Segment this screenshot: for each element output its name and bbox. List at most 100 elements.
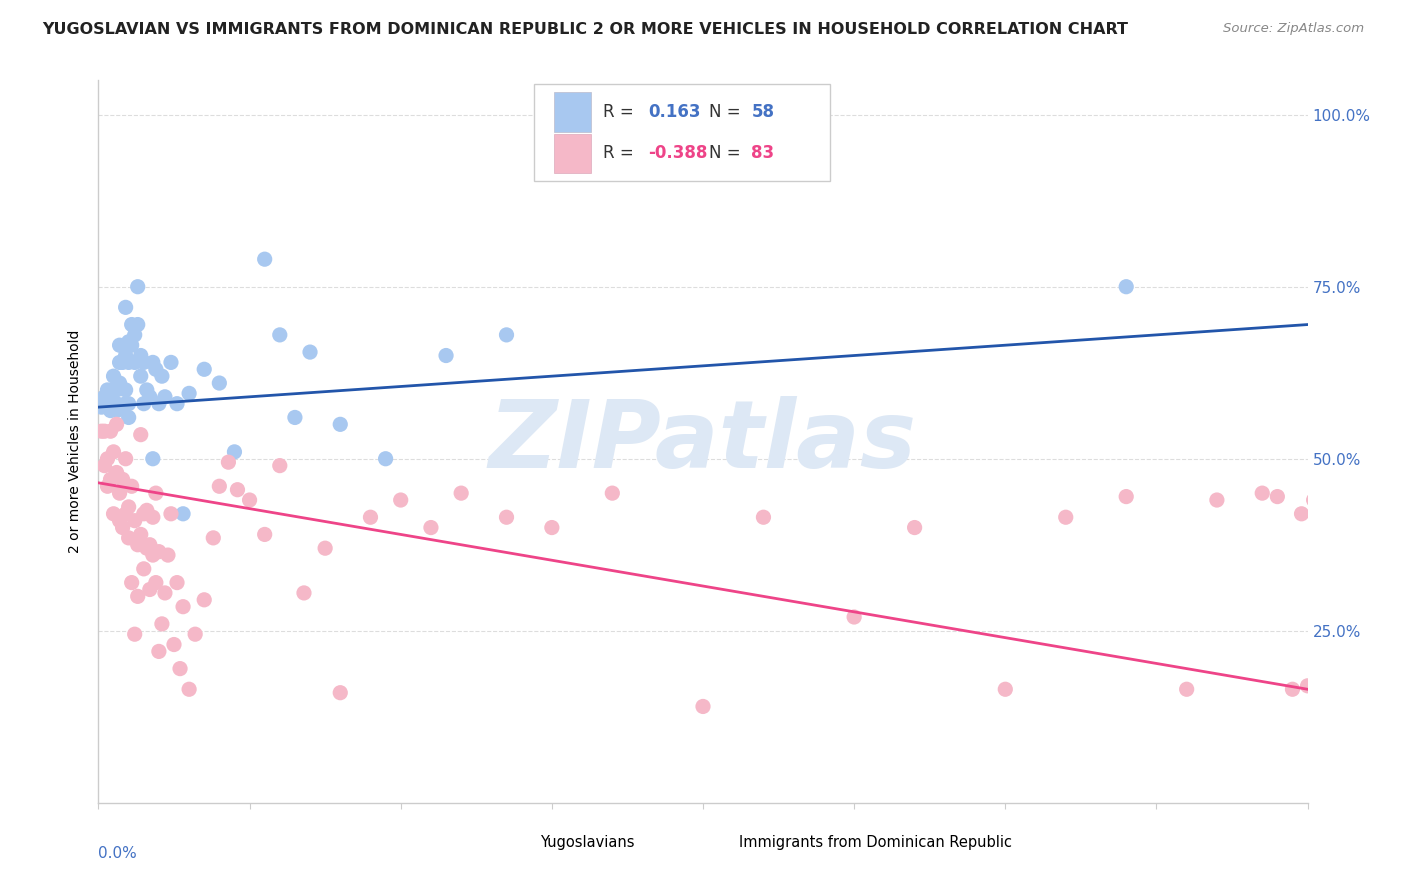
Point (269, 327, 291, 342)
Text: Immigrants from Dominican Republic: Immigrants from Dominican Republic (740, 835, 1012, 850)
Point (495, 510, 517, 524)
Text: R =: R = (603, 145, 633, 162)
Point (284, 410, 307, 425)
Point (217, 455, 239, 469)
Point (108, 338, 131, 352)
Point (135, 503, 157, 517)
Point (150, 616, 173, 631)
Point (103, 397, 125, 411)
Text: R =: R = (603, 103, 633, 121)
Point (111, 472, 134, 486)
Point (108, 514, 131, 528)
Point (111, 400, 134, 414)
Bar (554, 92, 591, 132)
Point (108, 486, 131, 500)
Text: 83: 83 (751, 145, 775, 162)
FancyBboxPatch shape (534, 84, 830, 181)
Point (166, 575, 188, 590)
Point (90, 400, 112, 414)
Point (114, 451, 136, 466)
Point (96, 383, 118, 397)
Point (124, 627, 146, 641)
Point (103, 369, 125, 384)
Point (121, 318, 143, 332)
Point (1054, 510, 1077, 524)
Point (145, 486, 167, 500)
Point (153, 586, 176, 600)
Point (179, 386, 201, 401)
Point (96, 451, 118, 466)
Point (253, 252, 276, 267)
Point (103, 507, 125, 521)
Point (148, 644, 170, 658)
Text: ZIPatlas: ZIPatlas (489, 395, 917, 488)
Point (118, 531, 141, 545)
Text: Source: ZipAtlas.com: Source: ZipAtlas.com (1223, 22, 1364, 36)
Point (540, 520, 562, 534)
Point (127, 590, 149, 604)
Point (1291, 507, 1313, 521)
Point (150, 369, 173, 384)
Text: 0.163: 0.163 (648, 103, 702, 121)
Point (142, 548, 165, 562)
Y-axis label: 2 or more Vehicles in Household: 2 or more Vehicles in Household (69, 330, 83, 553)
Point (1175, 682, 1198, 697)
Point (1115, 490, 1137, 504)
Point (329, 686, 352, 700)
Point (184, 627, 207, 641)
Text: 58: 58 (751, 103, 775, 121)
Point (148, 544, 170, 558)
Point (239, 493, 262, 508)
Point (100, 424, 122, 438)
Bar (554, 134, 591, 173)
Point (135, 383, 157, 397)
Point (1251, 486, 1274, 500)
Point (114, 349, 136, 363)
Point (127, 538, 149, 552)
Point (495, 327, 517, 342)
Point (692, 699, 714, 714)
Point (124, 355, 146, 369)
Point (127, 279, 149, 293)
Point (93, 390, 115, 404)
Point (105, 397, 128, 411)
Point (139, 390, 162, 404)
Point (111, 520, 134, 534)
Point (129, 427, 152, 442)
Point (145, 575, 167, 590)
Point (148, 397, 170, 411)
Point (172, 599, 194, 614)
Point (105, 417, 128, 432)
Point (114, 397, 136, 411)
Point (299, 345, 322, 359)
Point (118, 334, 141, 349)
Point (193, 362, 215, 376)
Point (1309, 486, 1331, 500)
Text: N =: N = (709, 145, 741, 162)
Point (103, 383, 125, 397)
Point (142, 451, 165, 466)
Point (129, 369, 152, 384)
Point (253, 527, 276, 541)
Point (139, 582, 162, 597)
Point (124, 327, 146, 342)
Point (450, 486, 472, 500)
Point (752, 510, 775, 524)
Point (994, 682, 1017, 697)
Point (93, 458, 115, 473)
Point (135, 541, 157, 556)
Point (844, 610, 866, 624)
Point (142, 355, 165, 369)
Point (129, 349, 152, 363)
Point (108, 376, 131, 390)
Point (193, 592, 215, 607)
Point (105, 466, 128, 480)
Point (114, 383, 136, 397)
Text: -0.388: -0.388 (648, 145, 709, 162)
Point (124, 514, 146, 528)
Point (1267, 490, 1289, 504)
Point (132, 355, 155, 369)
Point (100, 390, 122, 404)
Point (105, 383, 128, 397)
Point (118, 410, 141, 425)
